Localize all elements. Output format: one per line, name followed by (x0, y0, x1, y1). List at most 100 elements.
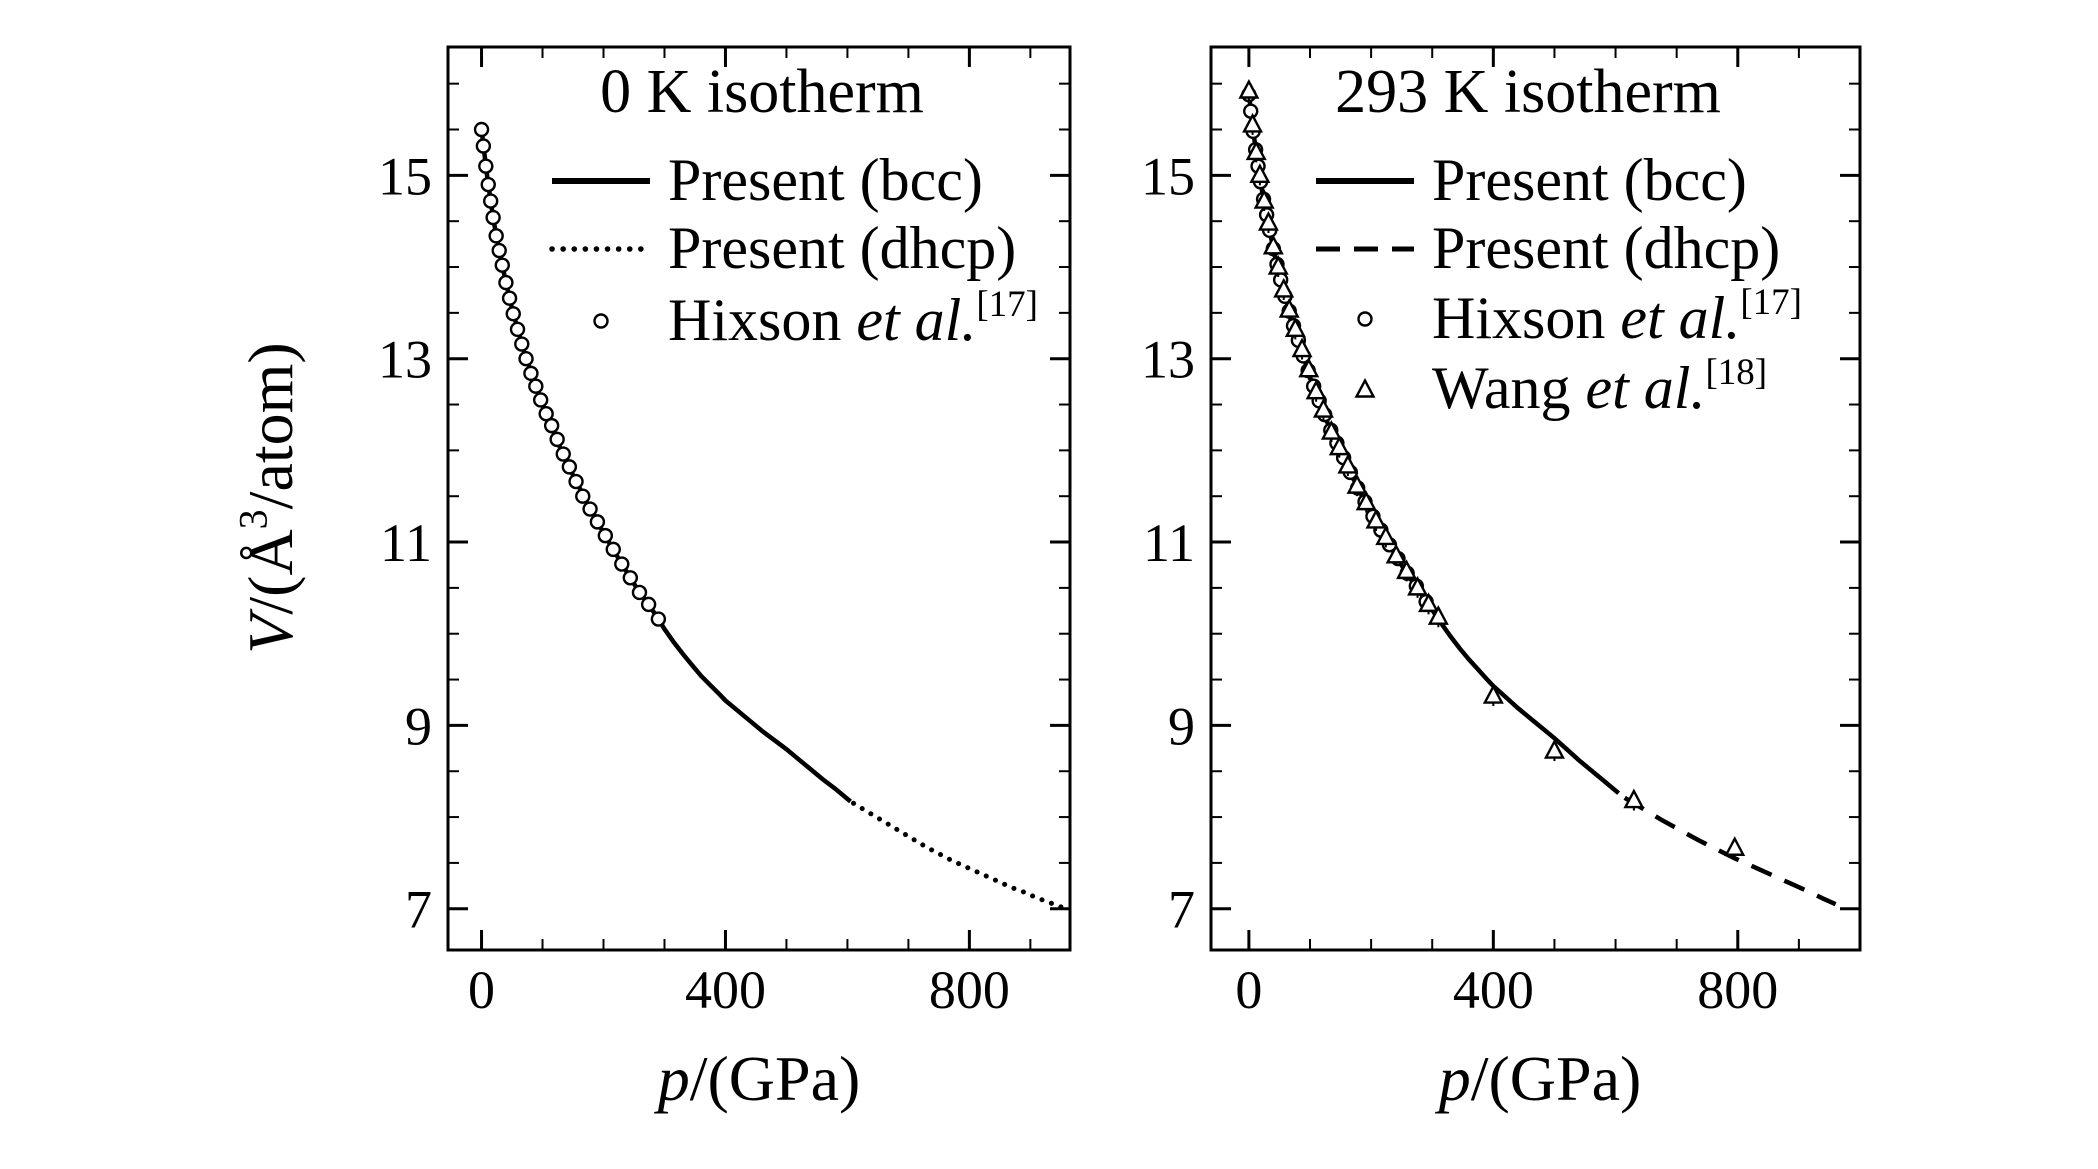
legend: 293 K isotherm Present (bcc)Present (dhcp… (1316, 58, 1802, 421)
triangle-marker (1385, 543, 1407, 564)
panel-isotherm-293k: 0 400 800 7 9 11 13 15 p/(GPa) 293 K isotherm Pres… (1141, 45, 1862, 1114)
circle-marker (478, 158, 494, 174)
plot-frame (1209, 45, 1862, 952)
legend-sample-circle (593, 313, 609, 329)
scatter-wang (1238, 78, 1746, 859)
y-tick-label: 7 (1168, 880, 1195, 940)
triangle-marker (1543, 739, 1565, 759)
panel-isotherm-0k: 0 400 800 7 9 11 13 15 p/(GPa) V/(Å3/atom) 0 K iso… (230, 45, 1072, 1114)
y-tick-label: 15 (378, 146, 432, 206)
circle-marker (650, 611, 667, 627)
triangle-marker (1245, 140, 1267, 161)
triangle-marker (1284, 317, 1306, 338)
x-axis-label: p/(GPa) (654, 1043, 861, 1114)
circle-marker (582, 501, 598, 517)
triangle-marker (1365, 508, 1387, 529)
curve-present-dhcp (851, 800, 1064, 910)
circle-marker (532, 392, 549, 408)
x-tick-label: 800 (929, 960, 1010, 1020)
triangle-marker (1418, 592, 1440, 613)
curve-present-dhcp (1623, 795, 1837, 907)
chart-title: 0 K isotherm (600, 58, 924, 126)
circle-marker (494, 257, 510, 273)
circle-marker (509, 321, 526, 338)
triangle-marker (1623, 788, 1645, 809)
circle-marker (640, 596, 657, 613)
triangle-marker (1396, 559, 1418, 580)
x-tick-label: 0 (468, 960, 495, 1020)
triangle-marker (1355, 490, 1377, 511)
circle-marker (543, 417, 560, 434)
series-layer (1238, 78, 1837, 907)
y-tick-label: 9 (405, 696, 432, 756)
x-tick-label: 800 (1697, 960, 1778, 1020)
triangle-marker (1482, 684, 1504, 704)
triangle-marker (1278, 298, 1300, 318)
circle-marker (482, 193, 499, 209)
circle-marker (589, 514, 606, 530)
triangle-marker (1312, 397, 1334, 418)
circle-marker (538, 406, 554, 422)
circle-marker (1243, 103, 1259, 119)
y-tick-label: 13 (1141, 330, 1195, 390)
plot-frame (446, 45, 1072, 952)
x-axis-label: p/(GPa) (1435, 1043, 1642, 1114)
triangle-marker (1253, 188, 1275, 209)
legend-label-present-dhcp: Present (dhcp) (1432, 215, 1780, 281)
circle-marker (523, 365, 539, 382)
x-tick-label: 400 (685, 960, 766, 1020)
circle-marker (475, 138, 492, 154)
triangle-marker (1320, 419, 1342, 440)
legend-label-present-dhcp: Present (dhcp) (668, 215, 1016, 281)
circle-marker (597, 527, 614, 544)
triangle-marker (1242, 112, 1264, 133)
legend: 0 K isotherm Present (bcc)Present (dhcp)H… (549, 58, 1038, 353)
circle-marker (498, 274, 514, 291)
circle-marker (518, 350, 534, 367)
circle-marker (514, 336, 530, 352)
circle-marker (631, 584, 648, 601)
triangle-marker (1337, 453, 1359, 474)
triangle-marker (1273, 277, 1295, 298)
legend-label-hixson: Hixson et al.[17] (1432, 282, 1802, 351)
circle-marker (622, 570, 639, 586)
legend-label-present-bcc: Present (bcc) (1432, 147, 1747, 213)
triangle-marker (1305, 379, 1327, 400)
triangle-marker (1724, 836, 1746, 856)
legend-label-hixson: Hixson et al.[17] (668, 284, 1038, 353)
circle-marker (480, 176, 496, 193)
circle-marker (555, 446, 571, 462)
circle-marker (561, 459, 578, 475)
circle-marker (605, 541, 621, 558)
y-axis-label-group: V/(Å3/atom) (230, 342, 306, 653)
ticks-layer (1211, 47, 1861, 950)
y-tick-label: 13 (378, 330, 432, 390)
x-tick-label: 400 (1453, 960, 1534, 1020)
triangle-marker (1375, 525, 1397, 546)
legend-sample-circle (1357, 311, 1373, 327)
triangle-marker (1427, 605, 1449, 625)
y-tick-label: 11 (1143, 513, 1195, 573)
triangle-marker (1238, 78, 1260, 99)
legend-sample-triangle (1354, 377, 1376, 398)
triangle-marker (1346, 474, 1368, 494)
circle-marker (473, 121, 490, 138)
triangle-marker (1298, 357, 1320, 378)
y-tick-label: 11 (380, 513, 432, 573)
circle-marker (505, 306, 521, 322)
legend-label-present-bcc: Present (bcc) (668, 147, 983, 213)
scatter-hixson (473, 121, 667, 627)
circle-marker (568, 473, 584, 490)
circle-marker (488, 228, 504, 244)
triangle-marker (1291, 337, 1313, 358)
circle-marker (575, 488, 591, 504)
circle-marker (614, 556, 630, 572)
triangle-marker (1249, 163, 1271, 184)
circle-marker (501, 290, 518, 306)
triangle-marker (1267, 254, 1289, 275)
y-tick-label: 9 (1168, 696, 1195, 756)
triangle-marker (1262, 234, 1284, 255)
